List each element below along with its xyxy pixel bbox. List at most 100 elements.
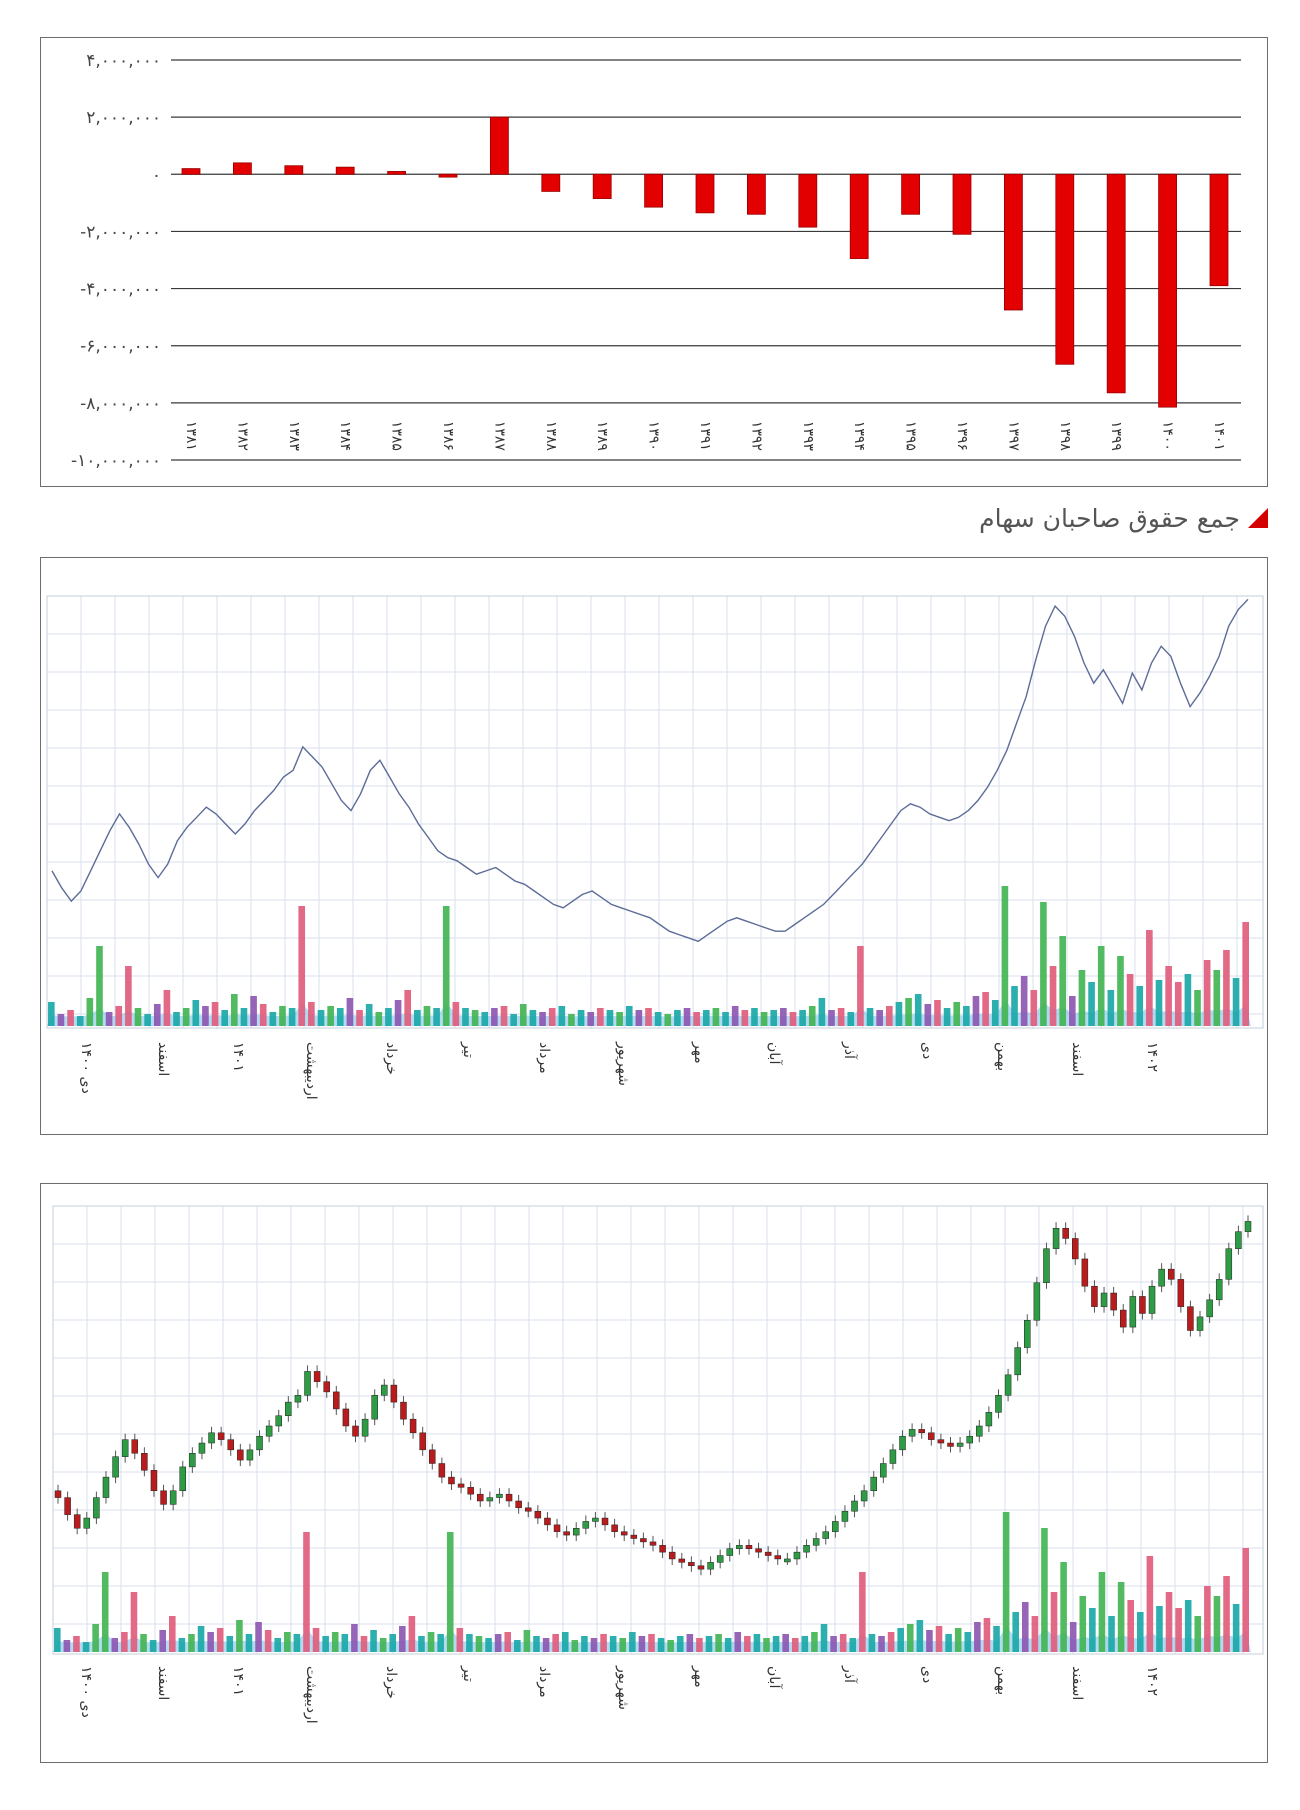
candle-body: [784, 1558, 791, 1563]
volume-bar: [240, 1008, 248, 1026]
candle-body: [121, 1439, 129, 1457]
volume-bar: [1194, 1616, 1202, 1652]
volume-bar: [54, 1628, 61, 1652]
x-tick-label: ۱۳۸۱: [183, 421, 199, 451]
volume-bar: [494, 1634, 502, 1652]
volume-bar: [744, 1636, 751, 1652]
candle-body: [64, 1497, 71, 1515]
y-tick-label: -۲,۰۰۰,۰۰۰: [80, 222, 161, 242]
volume-bar: [782, 1634, 789, 1652]
volume-bar: [149, 1640, 157, 1652]
candle-body: [179, 1466, 187, 1492]
candle-body: [947, 1442, 954, 1447]
volume-bar: [820, 1624, 828, 1652]
y-tick-label: ۰: [152, 165, 161, 185]
volume-bar: [414, 1010, 421, 1026]
candle-body: [553, 1524, 561, 1532]
candle-body: [880, 1463, 887, 1478]
volume-bar: [914, 994, 922, 1026]
volume-bar: [1127, 1600, 1134, 1652]
volume-bar: [207, 1632, 214, 1652]
volume-bar: [753, 1634, 761, 1652]
candle-body: [246, 1449, 254, 1461]
volume-bar: [437, 1634, 444, 1652]
volume-bar: [1165, 966, 1172, 1026]
candle-body: [1158, 1268, 1165, 1287]
volume-bar: [1213, 970, 1221, 1026]
y-tick-label: ۴,۰۰۰,۰۰۰: [86, 51, 161, 71]
candle-body: [93, 1497, 100, 1519]
candle-body: [313, 1371, 321, 1382]
candle-body: [1129, 1296, 1137, 1328]
volume-bar: [1068, 996, 1076, 1026]
candle-body: [1119, 1309, 1127, 1328]
volume-bar: [504, 1632, 512, 1652]
volume-bar: [760, 1012, 768, 1026]
candle-body: [1235, 1231, 1242, 1249]
volume-bar: [552, 1634, 559, 1652]
x-month-label: خرداد: [383, 1666, 399, 1699]
x-month-label: اسفند: [1069, 1666, 1085, 1700]
candle-body: [371, 1395, 378, 1420]
volume-bar: [801, 1636, 809, 1652]
volume-bar: [255, 1622, 262, 1652]
volume-bar: [597, 1008, 604, 1026]
volume-bar: [839, 1634, 847, 1652]
volume-bar: [312, 1628, 320, 1652]
candle-body: [1177, 1279, 1185, 1307]
volume-bar: [539, 1012, 546, 1026]
bar: [438, 173, 458, 178]
bar: [1158, 173, 1177, 408]
candle-body: [1081, 1258, 1089, 1287]
volume-bar: [828, 1010, 835, 1026]
bar: [1106, 173, 1126, 394]
candle-body: [918, 1429, 925, 1434]
volume-bar: [935, 1626, 943, 1652]
x-month-label: شهریور: [615, 1665, 631, 1710]
volume-bar: [924, 1004, 932, 1026]
volume-bar: [96, 946, 103, 1026]
volume-bar: [1108, 1616, 1115, 1652]
x-month-label: ۱۴۰۱: [230, 1042, 246, 1072]
candle-body: [956, 1442, 964, 1447]
candle-body: [928, 1432, 935, 1440]
bar: [335, 166, 355, 175]
x-month-label: اسفند: [155, 1666, 171, 1700]
candle-body: [832, 1521, 839, 1532]
volume-bar: [1069, 1622, 1077, 1652]
candlestick-chart: دی ۱۴۰۰ اسفند ۱۴۰۱ اردیبهشت خرداد تیر مرداد شهر…: [52, 1205, 1264, 1724]
volume-bar: [818, 998, 826, 1026]
volume-bar: [462, 1008, 469, 1026]
volume-bar: [561, 1632, 569, 1652]
volume-bar: [859, 1572, 866, 1652]
candle-body: [304, 1371, 311, 1396]
x-tick-label: ۱۳۸۷: [491, 421, 507, 452]
candle-body: [640, 1538, 647, 1543]
red-triangle-icon: [1248, 508, 1268, 528]
volume-bar: [86, 998, 94, 1026]
y-tick-label: ۲,۰۰۰,۰۰۰: [86, 108, 161, 128]
volume-bar: [427, 1632, 435, 1652]
volume-bar: [269, 1012, 277, 1026]
volume-bar: [635, 1010, 643, 1026]
volume-bar: [780, 1008, 787, 1026]
candle-body: [1024, 1320, 1031, 1348]
candle-body: [1244, 1221, 1252, 1232]
candle-body: [141, 1453, 148, 1471]
volume-bar: [82, 1642, 90, 1652]
y-tick-label: -۶,۰۰۰,۰۰۰: [80, 337, 161, 357]
candle-body: [534, 1510, 542, 1519]
candle-body: [352, 1425, 359, 1437]
volume-bar: [1117, 1582, 1125, 1652]
candle-body: [73, 1514, 81, 1529]
volume-bar: [587, 1012, 595, 1026]
candle-body: [169, 1490, 177, 1505]
candle-body: [1100, 1292, 1108, 1307]
volume-bar: [1020, 976, 1028, 1026]
volume-bar: [811, 1632, 818, 1652]
volume-bar: [303, 1532, 310, 1652]
volume-bar: [715, 1634, 722, 1652]
volume-bar: [385, 1008, 392, 1026]
candle-body: [467, 1487, 474, 1495]
x-month-label: آبان: [766, 1666, 783, 1689]
